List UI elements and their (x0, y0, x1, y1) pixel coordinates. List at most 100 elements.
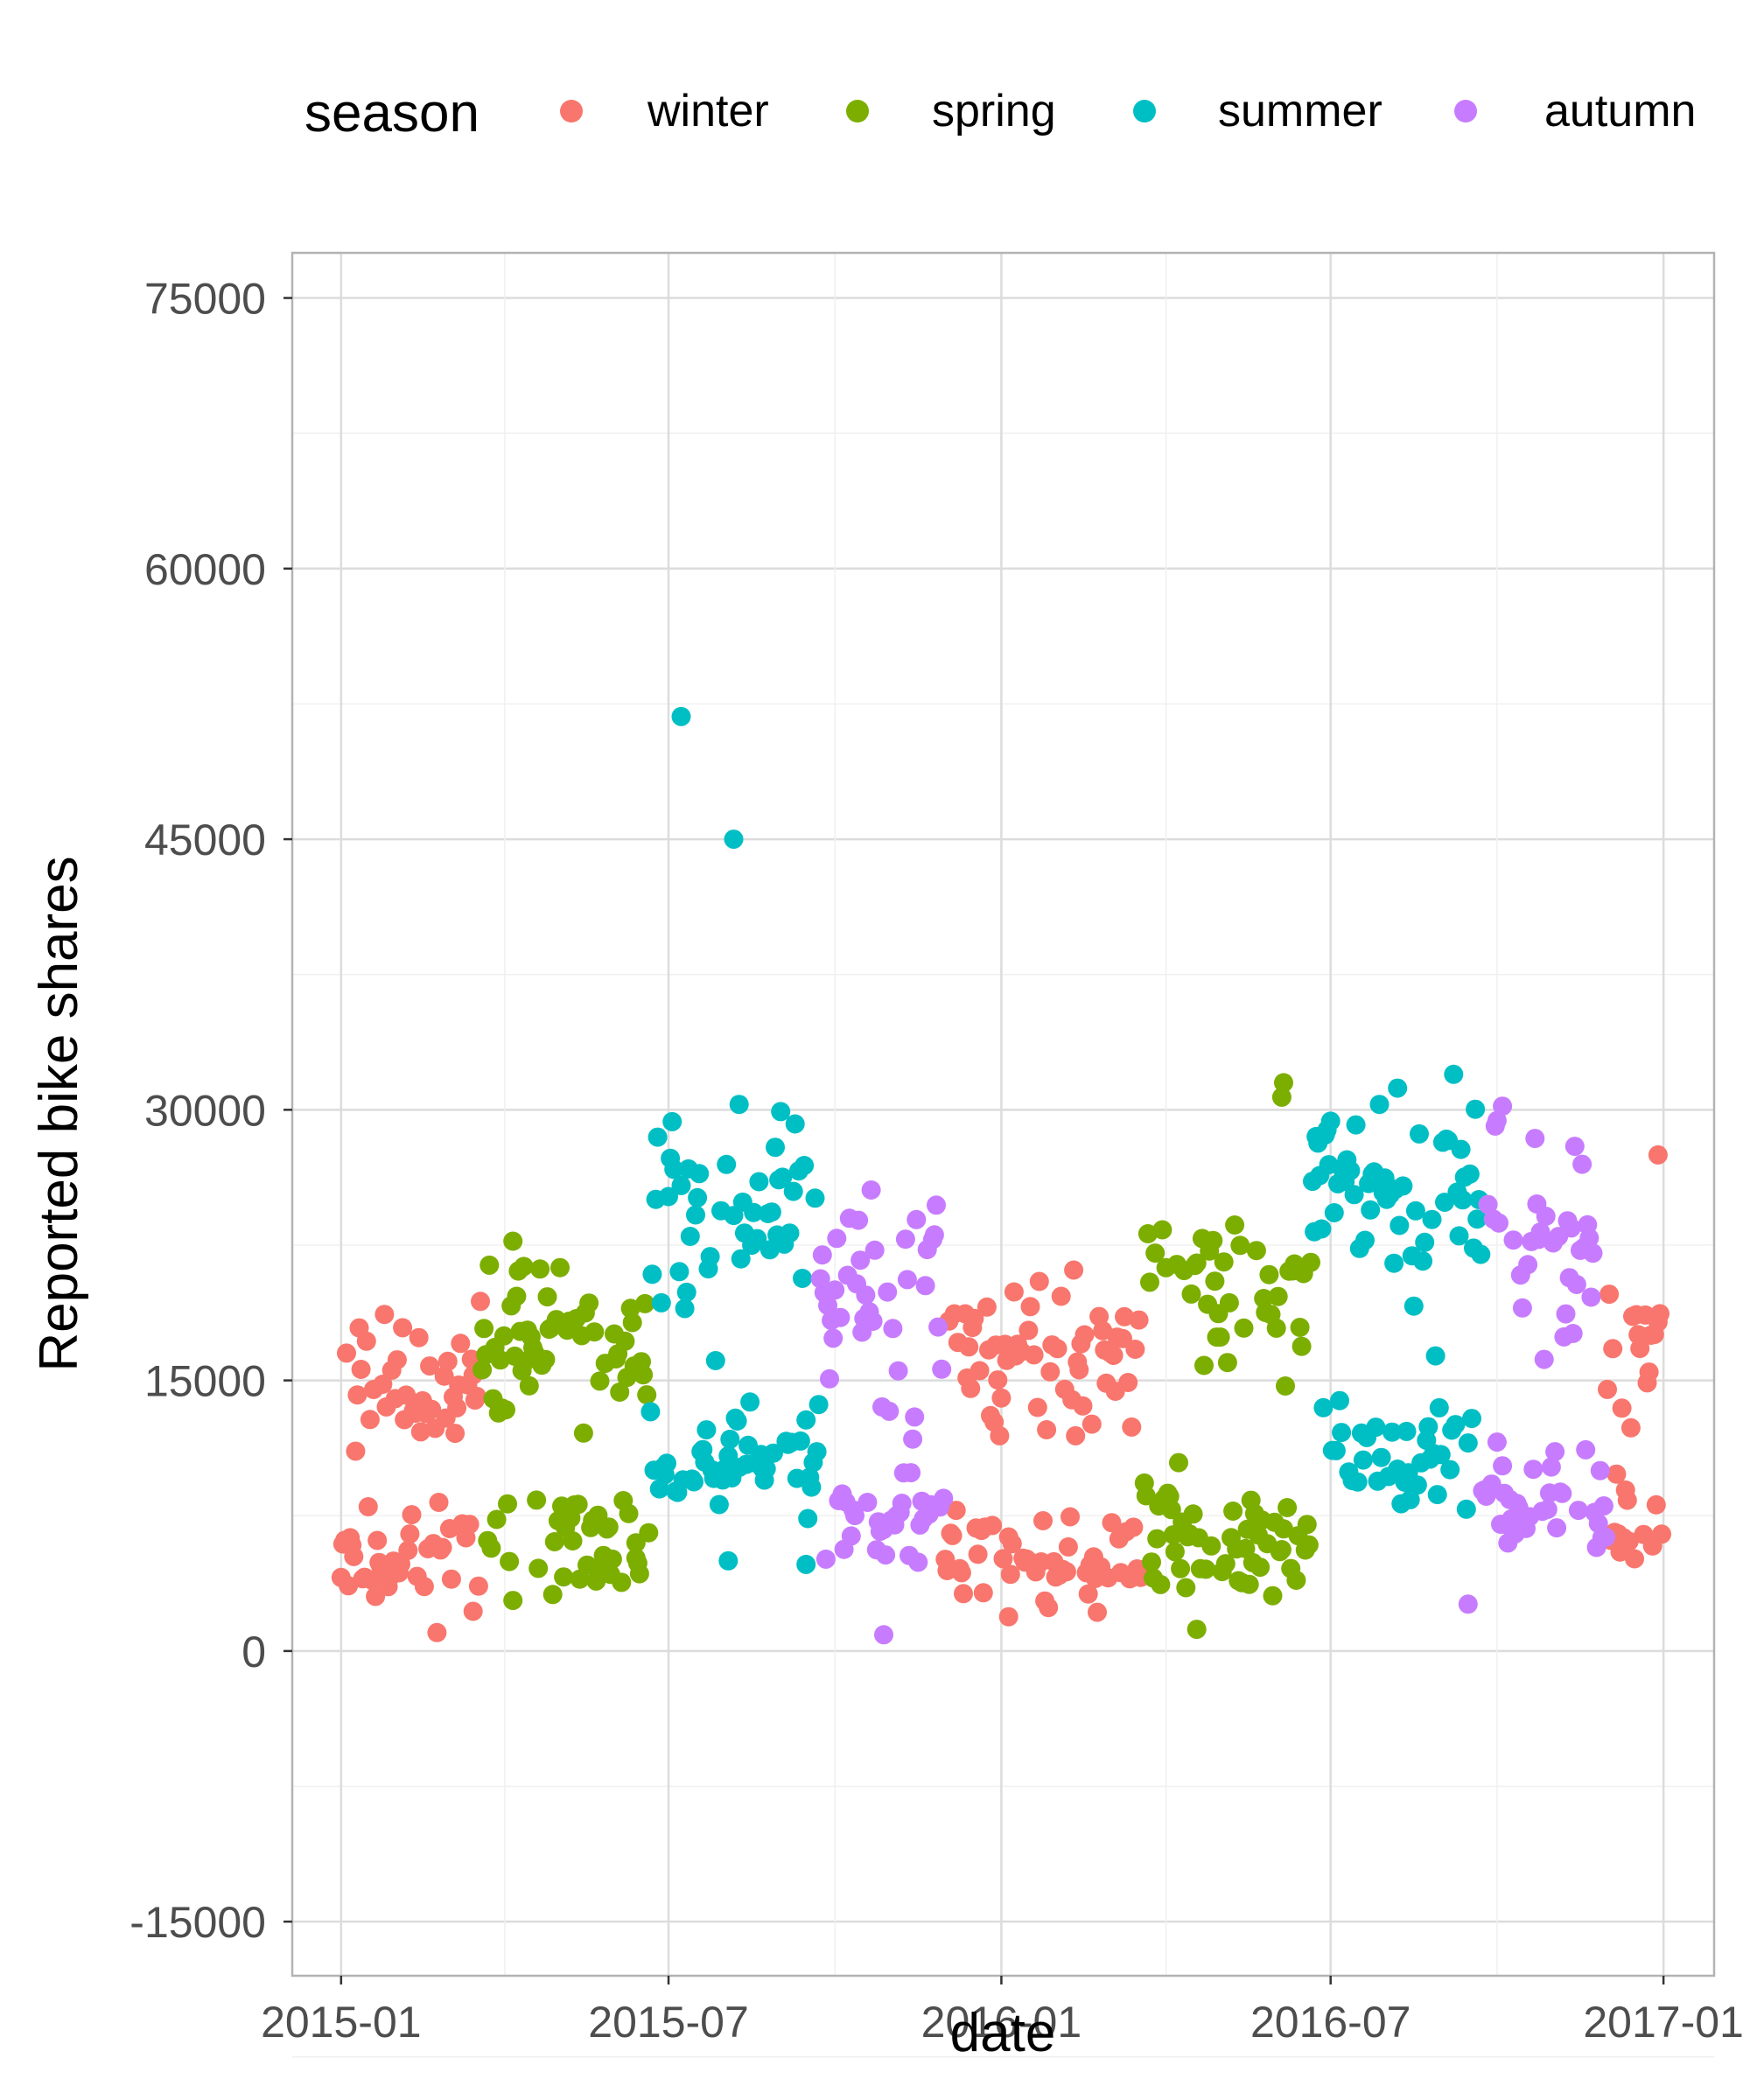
data-point-spring (578, 1555, 597, 1575)
data-point-autumn (915, 1276, 935, 1296)
data-point-winter (1122, 1417, 1142, 1437)
data-point-winter (1073, 1396, 1093, 1416)
data-point-winter (451, 1334, 471, 1354)
data-point-summer (1324, 1203, 1344, 1222)
data-point-winter (961, 1378, 981, 1398)
data-point-winter (347, 1385, 368, 1405)
data-point-autumn (864, 1240, 885, 1260)
data-point-winter (964, 1308, 984, 1328)
data-point-winter (1115, 1306, 1134, 1326)
data-point-spring (1138, 1224, 1158, 1243)
data-point-autumn (932, 1359, 952, 1379)
data-point-spring (1274, 1519, 1293, 1539)
data-point-summer (773, 1167, 793, 1187)
data-point-spring (550, 1257, 570, 1278)
data-point-winter (471, 1292, 490, 1312)
data-point-summer (771, 1102, 791, 1122)
data-point-winter (946, 1501, 966, 1521)
data-point-summer (740, 1392, 760, 1412)
data-point-winter (346, 1441, 366, 1461)
data-point-spring (480, 1255, 500, 1275)
data-point-autumn (1572, 1154, 1592, 1174)
data-point-summer (1361, 1200, 1381, 1220)
data-point-summer (1312, 1219, 1332, 1239)
data-point-winter (422, 1399, 442, 1419)
data-point-autumn (1568, 1501, 1588, 1521)
data-point-summer (680, 1227, 700, 1246)
data-point-autumn (830, 1307, 850, 1327)
data-point-winter (970, 1361, 990, 1381)
data-point-winter (368, 1530, 388, 1550)
data-point-spring (622, 1312, 642, 1333)
data-point-winter (356, 1331, 376, 1351)
y-tick-label: 30000 (144, 1086, 266, 1135)
data-point-summer (1452, 1190, 1473, 1210)
data-point-summer (785, 1114, 805, 1134)
data-point-winter (432, 1537, 452, 1558)
legend-label-summer: summer (1218, 86, 1382, 136)
data-point-spring (1151, 1574, 1171, 1594)
data-point-autumn (927, 1195, 946, 1215)
data-point-spring (1147, 1529, 1167, 1549)
data-point-autumn (901, 1463, 921, 1483)
data-point-spring (1223, 1502, 1243, 1521)
data-point-spring (1171, 1558, 1191, 1578)
data-point-spring (514, 1256, 534, 1277)
data-point-spring (568, 1494, 588, 1515)
data-point-spring (1286, 1571, 1306, 1590)
data-point-winter (942, 1525, 962, 1545)
data-point-summer (1319, 1155, 1339, 1175)
data-point-autumn (841, 1526, 861, 1546)
data-point-winter (1650, 1304, 1670, 1324)
data-point-autumn (1493, 1456, 1513, 1476)
data-point-summer (1410, 1124, 1429, 1144)
data-point-autumn (1581, 1287, 1601, 1307)
data-point-summer (805, 1188, 825, 1208)
data-point-spring (1239, 1574, 1259, 1594)
data-point-winter (1639, 1362, 1659, 1382)
data-point-autumn (1596, 1527, 1615, 1547)
data-point-winter (337, 1343, 356, 1363)
data-point-spring (1196, 1559, 1216, 1579)
data-point-winter (438, 1351, 458, 1371)
data-point-winter (1069, 1360, 1089, 1380)
data-point-winter (1066, 1425, 1086, 1446)
panel-border (290, 251, 1716, 1978)
data-point-summer (664, 1159, 684, 1180)
data-point-summer (640, 1402, 661, 1422)
data-point-autumn (924, 1225, 944, 1245)
data-point-autumn (928, 1317, 948, 1337)
series-autumn (810, 1096, 1615, 1645)
data-point-winter (1058, 1536, 1078, 1557)
data-point-spring (1276, 1376, 1295, 1396)
data-point-spring (536, 1349, 556, 1369)
data-point-summer (1390, 1215, 1410, 1236)
data-point-spring (1234, 1318, 1254, 1338)
data-point-summer (717, 1154, 737, 1174)
data-point-summer (1425, 1346, 1446, 1366)
data-point-summer (675, 1298, 695, 1319)
x-axis-title: date (950, 2003, 1056, 2063)
data-point-autumn (1579, 1228, 1600, 1248)
data-point-spring (527, 1490, 547, 1510)
data-point-winter (1600, 1284, 1620, 1305)
data-point-summer (766, 1138, 785, 1158)
data-point-winter (1056, 1562, 1076, 1582)
data-point-autumn (1563, 1324, 1583, 1343)
data-point-autumn (858, 1493, 878, 1512)
data-point-summer (1330, 1390, 1349, 1410)
data-point-winter (1078, 1584, 1098, 1604)
data-point-winter (1004, 1282, 1024, 1302)
data-point-autumn (856, 1285, 876, 1306)
data-point-winter (1002, 1534, 1022, 1554)
data-point-summer (1415, 1232, 1435, 1252)
legend-key-winter (560, 100, 583, 122)
data-point-autumn (908, 1552, 928, 1572)
data-point-winter (954, 1584, 973, 1604)
data-point-spring (1298, 1535, 1319, 1555)
data-point-winter (360, 1410, 380, 1430)
data-point-winter (410, 1422, 430, 1442)
series-winter (331, 1144, 1671, 1642)
data-point-summer (690, 1164, 710, 1184)
data-point-spring (1140, 1272, 1159, 1292)
